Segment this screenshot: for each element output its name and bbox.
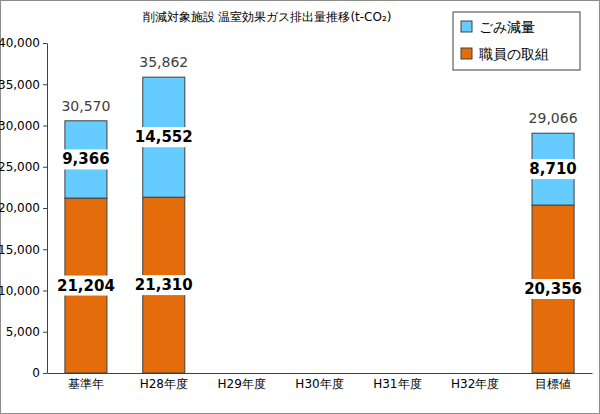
x-tick-label: H28年度 [140, 377, 188, 391]
y-tick: 20,000 [0, 201, 47, 215]
x-tick-label: H31年度 [373, 377, 421, 391]
y-tick-label: 30,000 [0, 119, 40, 133]
y-tick-mark [43, 126, 47, 127]
total-label: 30,570 [61, 98, 110, 114]
y-tick-label: 5,000 [6, 325, 40, 339]
y-tick-label: 35,000 [0, 78, 40, 92]
y-tick: 40,000 [0, 36, 47, 50]
chart-title: 削減対象施設 温室効果ガス排出量推移(t-CO₂) [143, 10, 392, 24]
data-label: 20,356 [524, 280, 582, 298]
y-tick-mark [43, 208, 47, 209]
data-label-box [132, 275, 196, 295]
data-label-box [54, 276, 118, 296]
legend-swatch [461, 21, 472, 32]
y-tick: 10,000 [0, 284, 47, 298]
data-label: 8,710 [529, 160, 576, 178]
x-tick: H29年度 [217, 373, 265, 391]
y-tick-label: 0 [32, 366, 40, 380]
y-tick: 35,000 [0, 78, 47, 92]
x-tick-label: H29年度 [217, 377, 265, 391]
y-tick-label: 25,000 [0, 160, 40, 174]
legend-label: 職員の取組 [479, 46, 549, 62]
y-tick: 25,000 [0, 160, 47, 174]
x-tick: 基準年 [68, 373, 104, 391]
y-tick-mark [43, 84, 47, 85]
y-tick-mark [43, 249, 47, 250]
data-label-box [132, 127, 196, 147]
y-tick-label: 15,000 [0, 243, 40, 257]
bars [65, 77, 574, 373]
y-tick-label: 20,000 [0, 201, 40, 215]
y-axis-line [47, 44, 48, 374]
x-tick: H30年度 [295, 373, 343, 391]
legend-box [453, 12, 580, 70]
x-tick: H28年度 [140, 373, 188, 391]
y-tick-mark [43, 167, 47, 168]
y-tick: 30,000 [0, 119, 47, 133]
legend-label: ごみ減量 [479, 19, 535, 35]
y-tick-label: 10,000 [0, 284, 40, 298]
y-tick-label: 40,000 [0, 36, 40, 50]
y-tick-mark [43, 373, 47, 374]
data-labels: 21,204 9,366 21,310 14,552 20,356 8,710 [54, 127, 585, 299]
x-tick-label: H30年度 [295, 377, 343, 391]
data-label: 21,310 [135, 276, 193, 294]
y-tick-mark [43, 43, 47, 44]
x-tick-label: 基準年 [68, 377, 104, 391]
x-tick: H31年度 [373, 373, 421, 391]
y-axis: 0 5,000 10,000 15,000 20,000 25,000 30,000 35,0… [0, 36, 48, 380]
data-label: 14,552 [135, 128, 193, 146]
y-tick-mark [43, 291, 47, 292]
y-tick: 5,000 [6, 325, 47, 339]
y-tick-mark [43, 332, 47, 333]
y-tick: 15,000 [0, 243, 47, 257]
data-label-box [59, 149, 112, 169]
chart-frame [1, 1, 600, 414]
legend-swatch [461, 48, 472, 59]
total-label: 29,066 [529, 110, 578, 126]
x-tick: H32年度 [451, 373, 499, 391]
data-label-box [521, 279, 585, 299]
x-axis-line [48, 373, 593, 374]
data-label-box [526, 159, 579, 179]
data-label: 21,204 [57, 277, 115, 295]
x-axis: 基準年 H28年度 H29年度 H30年度 H31年度 H32年度 目標値 [48, 373, 593, 391]
chart: 21,204 9,366 21,310 14,552 20,356 8,710 30,570… [0, 0, 600, 414]
x-tick-label: 目標値 [535, 377, 571, 391]
legend: ごみ減量職員の取組 [453, 12, 580, 70]
x-tick: 目標値 [535, 373, 571, 391]
total-label: 35,862 [139, 54, 188, 70]
y-tick: 0 [32, 366, 47, 380]
x-tick-label: H32年度 [451, 377, 499, 391]
data-label: 9,366 [62, 150, 109, 168]
